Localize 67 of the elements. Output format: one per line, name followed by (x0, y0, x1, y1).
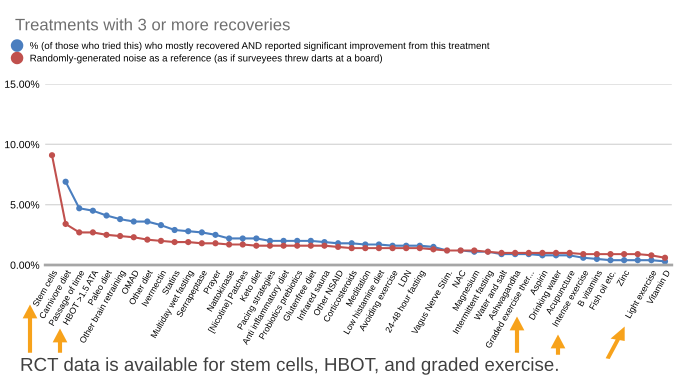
point (607, 251, 614, 258)
point (566, 250, 573, 256)
point (539, 250, 546, 256)
point (362, 244, 368, 252)
point (607, 257, 614, 264)
point (662, 254, 668, 261)
point (648, 252, 654, 258)
point (240, 235, 246, 242)
y-tick-label: 15.00% (5, 80, 40, 88)
point (212, 240, 219, 246)
point (76, 229, 82, 236)
point (389, 244, 396, 252)
point (185, 228, 192, 234)
point (321, 242, 328, 249)
point (198, 229, 205, 236)
y-tick-label: 10.00% (5, 140, 40, 148)
point (621, 257, 628, 264)
point (171, 238, 178, 246)
point (226, 235, 232, 242)
y-tick-label: 0.00% (10, 262, 40, 269)
point (116, 216, 124, 222)
point (253, 235, 260, 242)
point (48, 152, 56, 158)
point (158, 238, 164, 244)
legend-label: Randomly-generated noise as a reference (as if surveyees threw darts at a board) (30, 54, 382, 64)
point (266, 242, 274, 249)
point (240, 241, 246, 248)
point (130, 234, 137, 240)
point (62, 220, 69, 228)
point (144, 218, 150, 225)
point (90, 229, 96, 236)
point (334, 244, 342, 250)
point (198, 240, 205, 246)
point (212, 232, 219, 238)
point (552, 250, 560, 256)
point (90, 208, 96, 214)
point (226, 241, 232, 248)
point (130, 218, 137, 225)
point (403, 244, 410, 252)
chart-title: Treatments with 3 or more recoveries (15, 18, 290, 30)
point (634, 257, 641, 264)
point (116, 232, 124, 240)
point (158, 222, 164, 228)
point (103, 232, 110, 238)
point (62, 178, 69, 185)
point (185, 238, 192, 246)
point (594, 256, 600, 262)
point (430, 246, 437, 252)
point (294, 242, 300, 249)
y-tick-label: 5.00% (10, 201, 40, 209)
point (594, 251, 600, 258)
point (76, 205, 82, 212)
point (308, 242, 314, 249)
point (621, 251, 628, 258)
point (144, 236, 150, 243)
point (634, 251, 641, 258)
point (376, 244, 382, 252)
point (280, 242, 287, 249)
text: RCT data is available for stem cells, HBOT, and graded exercise. (22, 357, 558, 375)
point (416, 244, 423, 252)
point (348, 244, 355, 252)
point (580, 251, 586, 258)
point (308, 238, 314, 244)
point (253, 242, 260, 249)
point (103, 212, 110, 219)
legend-label: % (of those who tried this) who mostly recovered AND reported significant improvement from this treatment (30, 42, 490, 51)
point (171, 226, 178, 234)
